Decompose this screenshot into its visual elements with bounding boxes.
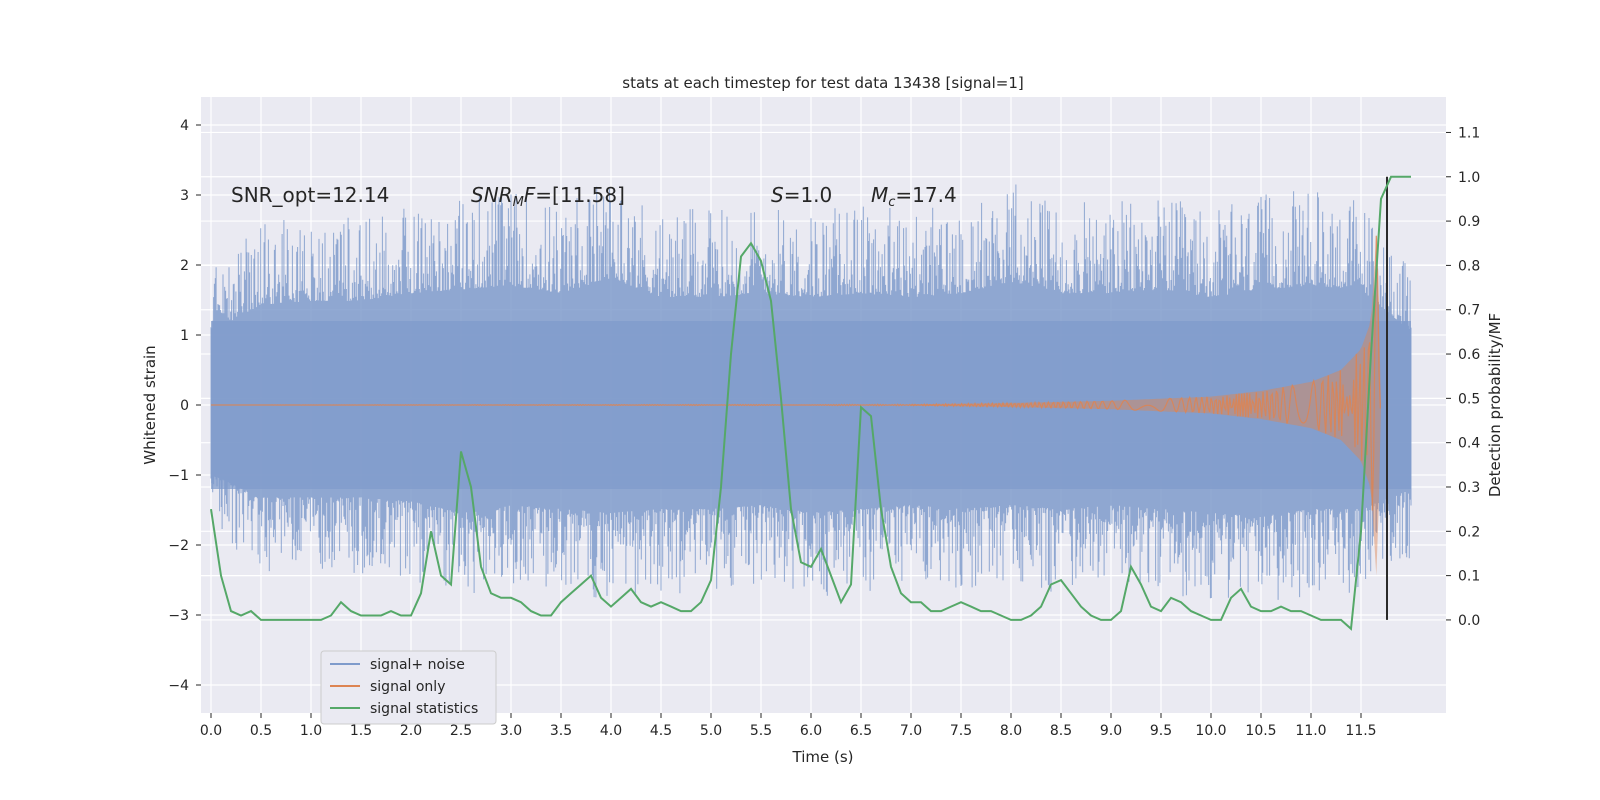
chart-title: stats at each timestep for test data 134… <box>622 74 1023 92</box>
x-tick-label: 3.5 <box>550 723 572 739</box>
x-tick-label: 5.5 <box>750 723 772 739</box>
x-tick-label: 3.0 <box>500 723 522 739</box>
y-tick-label: −1 <box>168 468 189 484</box>
x-tick-label: 6.5 <box>850 723 872 739</box>
x-axis-label: Time (s) <box>792 748 854 766</box>
legend-box <box>320 650 497 725</box>
legend-label-signal-statistics: signal statistics <box>370 701 478 717</box>
legend: signal+ noise signal only signal statist… <box>320 650 497 725</box>
y-right-tick-label: 1.1 <box>1458 125 1480 141</box>
x-tick-label: 0.5 <box>250 723 272 739</box>
annot-layer: SNR_opt=12.14 SNRMF=[11.58] S=1.0 Mc=17.4 <box>231 183 957 210</box>
x-tick-label: 5.0 <box>700 723 722 739</box>
y-right-tick-label: 0.4 <box>1458 436 1480 452</box>
x-tick-label: 1.5 <box>350 723 372 739</box>
legend-label-signal-noise: signal+ noise <box>370 657 465 673</box>
tick-layer: 0.0 0.5 1.0 1.5 2.0 2.5 3.0 3.5 4.0 4.5 5.0 5.5 6.0 6… <box>168 118 1480 739</box>
y-tick-label: 2 <box>180 258 189 274</box>
y-right-tick-label: 1.0 <box>1458 170 1480 186</box>
y-tick-label: 4 <box>180 118 189 134</box>
y-right-tick-label: 0.0 <box>1458 613 1480 629</box>
annotation-3: Mc=17.4 <box>871 183 957 210</box>
y-tick-label: 1 <box>180 328 189 344</box>
y-right-tick-label: 0.8 <box>1458 258 1480 274</box>
y-tick-label: −4 <box>168 678 189 694</box>
y-tick-label: 3 <box>180 188 189 204</box>
y-tick-label: 0 <box>180 398 189 414</box>
annotation-0: SNR_opt=12.14 <box>231 183 389 207</box>
y-axis-label-right: Detection probability/MF <box>1486 313 1504 497</box>
x-tick-label: 4.5 <box>650 723 672 739</box>
y-right-tick-label: 0.1 <box>1458 569 1480 585</box>
stat-layer <box>210 175 1411 631</box>
x-tick-label: 2.5 <box>450 723 472 739</box>
y-right-tick-label: 0.3 <box>1458 480 1480 496</box>
annotation-1: SNRMF=[11.58] <box>471 183 625 210</box>
x-tick-label: 7.5 <box>950 723 972 739</box>
x-tick-label: 9.0 <box>1100 723 1122 739</box>
x-tick-label: 6.0 <box>800 723 822 739</box>
x-tick-label: 0.0 <box>200 723 222 739</box>
legend-label-signal-only: signal only <box>370 679 445 695</box>
x-tick-label: 10.0 <box>1195 723 1226 739</box>
x-tick-label: 2.0 <box>400 723 422 739</box>
series-signal-only <box>211 235 1381 511</box>
y-right-tick-label: 0.6 <box>1458 347 1480 363</box>
signal-layer <box>211 176 1388 620</box>
y-right-tick-label: 0.2 <box>1458 524 1480 540</box>
y-tick-label: −3 <box>168 608 189 624</box>
y-right-tick-label: 0.5 <box>1458 391 1480 407</box>
y-axis-label: Whitened strain <box>141 345 159 464</box>
x-tick-label: 8.5 <box>1050 723 1072 739</box>
annotation-2: S=1.0 <box>771 183 832 207</box>
signal-only-envelope <box>911 234 1381 576</box>
series-signal-noise <box>210 184 1412 600</box>
x-tick-label: 1.0 <box>300 723 322 739</box>
x-tick-label: 7.0 <box>900 723 922 739</box>
y-tick-label: −2 <box>168 538 189 554</box>
x-tick-label: 9.5 <box>1150 723 1172 739</box>
series-signal-statistics <box>210 175 1411 631</box>
y-right-tick-label: 0.7 <box>1458 303 1480 319</box>
y-right-tick-label: 0.9 <box>1458 214 1480 230</box>
x-tick-label: 4.0 <box>600 723 622 739</box>
x-tick-label: 11.5 <box>1345 723 1376 739</box>
x-tick-label: 11.0 <box>1295 723 1326 739</box>
x-tick-label: 8.0 <box>1000 723 1022 739</box>
x-tick-label: 10.5 <box>1245 723 1276 739</box>
